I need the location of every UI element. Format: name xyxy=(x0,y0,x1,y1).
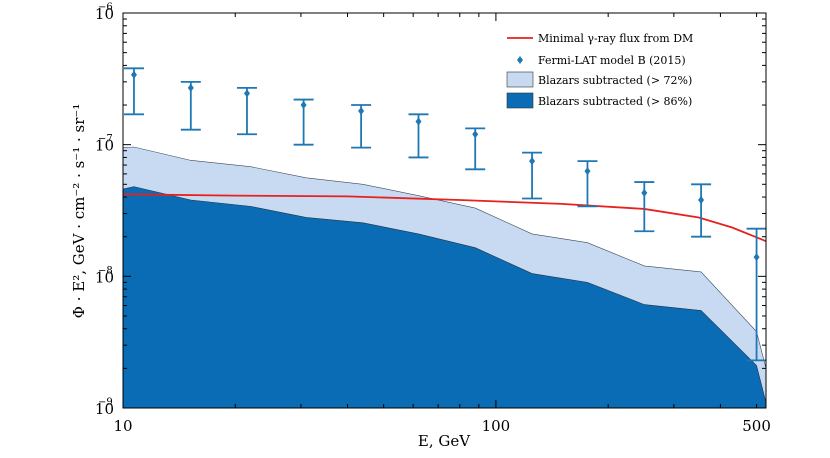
legend-patch-swatch xyxy=(506,92,534,109)
area-band-edge xyxy=(123,186,766,403)
data-marker xyxy=(698,195,705,204)
y-tick-base: 10 xyxy=(95,5,114,23)
legend-marker-swatch xyxy=(517,56,523,64)
y-tick-exponent: −7 xyxy=(98,134,113,145)
legend: Minimal γ-ray flux from DM Fermi-LAT mode… xyxy=(500,22,736,116)
legend-item: Fermi-LAT model B (2015) xyxy=(517,54,686,67)
legend-item: Minimal γ-ray flux from DM xyxy=(507,32,693,45)
legend-patch-swatch xyxy=(506,71,534,88)
y-axis-label: Φ · E², GeV · cm⁻² · s⁻¹ · sr⁻¹ xyxy=(70,104,88,319)
data-marker xyxy=(529,157,536,166)
data-point xyxy=(634,181,655,233)
data-marker xyxy=(584,167,591,176)
data-marker xyxy=(415,117,422,126)
data-marker xyxy=(130,70,137,79)
legend-label: Blazars subtracted (> 86%) xyxy=(538,95,692,108)
legend-item: Blazars subtracted (> 72%) xyxy=(506,71,692,88)
y-tick-exponent: −6 xyxy=(98,2,113,13)
data-point xyxy=(691,183,712,238)
data-point xyxy=(123,67,144,116)
data-point xyxy=(180,80,201,131)
data-marker xyxy=(243,89,250,98)
y-tick-label: 10−6 xyxy=(95,2,114,23)
plot-frame xyxy=(122,12,767,409)
data-point xyxy=(351,104,372,149)
data-marker xyxy=(187,83,194,92)
legend-item: Blazars subtracted (> 86%) xyxy=(506,92,692,109)
legend-label: Minimal γ-ray flux from DM xyxy=(538,32,693,45)
y-tick-label: 10−7 xyxy=(95,134,114,155)
x-tick-label: 10 xyxy=(113,417,132,435)
data-marker xyxy=(641,188,648,197)
y-tick-label: 10−9 xyxy=(95,397,114,418)
y-tick-base: 10 xyxy=(95,137,114,155)
y-tick-exponent: −8 xyxy=(98,265,113,276)
x-tick-label: 500 xyxy=(742,417,771,435)
data-marker xyxy=(300,101,307,110)
data-marker xyxy=(358,107,365,116)
legend-label: Blazars subtracted (> 72%) xyxy=(538,74,692,87)
y-tick-base: 10 xyxy=(95,268,114,286)
data-point xyxy=(465,127,486,171)
data-point xyxy=(236,86,257,136)
data-point xyxy=(293,98,314,146)
legend-label: Fermi-LAT model B (2015) xyxy=(538,54,686,67)
y-tick-base: 10 xyxy=(95,400,114,418)
y-tick-exponent: −9 xyxy=(98,397,113,408)
x-tick-label: 100 xyxy=(482,417,511,435)
data-point xyxy=(522,151,543,200)
dm-flux-line xyxy=(123,193,766,242)
area-band xyxy=(123,186,766,408)
legend-box xyxy=(500,22,736,116)
data-marker xyxy=(753,253,760,262)
x-axis-label: E, GeV xyxy=(418,432,471,450)
data-point xyxy=(746,227,767,362)
data-point xyxy=(577,160,598,208)
y-tick-label: 10−8 xyxy=(95,265,114,286)
data-point xyxy=(408,113,429,159)
data-marker xyxy=(472,130,479,139)
area-band-edge xyxy=(123,146,766,369)
